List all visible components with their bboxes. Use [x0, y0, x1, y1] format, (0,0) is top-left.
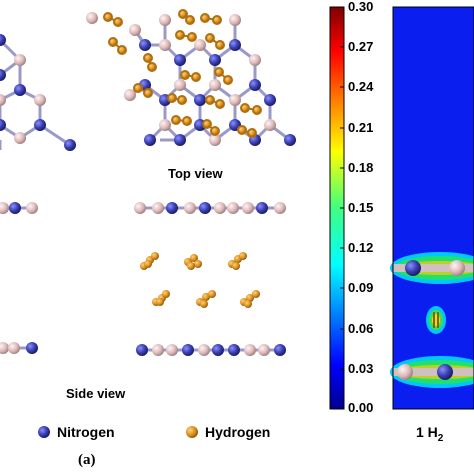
legend-hydrogen-label: Hydrogen: [205, 424, 271, 440]
density-label-subscript: 2: [437, 432, 444, 444]
top-view-label: Top view: [168, 166, 223, 181]
colorbar-tick-label: 0.27: [348, 39, 374, 54]
colorbar-tick-label: 0.00: [348, 400, 374, 415]
side-view-label: Side view: [66, 386, 126, 401]
legend-hydrogen-marker: [186, 426, 198, 438]
density-map-label: 1 H2: [416, 424, 443, 444]
panel-label: (a): [78, 452, 96, 468]
top-view-right-lattice: [86, 9, 296, 146]
colorbar-tick-label: 0.12: [348, 240, 374, 255]
colorbar-tick-label: 0.09: [348, 280, 374, 295]
colorbar-tick-label: 0.30: [348, 0, 374, 14]
side-view-right-layers: [134, 202, 286, 356]
colorbar-ticks: [340, 6, 344, 410]
colorbar-tick-label: 0.15: [348, 200, 374, 215]
side-view-left-layers: [0, 202, 38, 354]
legend-nitrogen-marker: [38, 426, 50, 438]
colorbar-tick-label: 0.21: [348, 120, 374, 135]
colorbar-tick-label: 0.03: [348, 361, 374, 376]
density-label-main: 1 H: [416, 424, 438, 440]
colorbar-tick-label: 0.24: [348, 79, 374, 94]
charge-density-map: [390, 6, 474, 410]
colorbar-tick-label: 0.18: [348, 160, 374, 175]
colorbar-tick-label: 0.06: [348, 321, 374, 336]
legend-nitrogen-label: Nitrogen: [57, 424, 115, 440]
top-view-left-lattice: [0, 34, 76, 151]
